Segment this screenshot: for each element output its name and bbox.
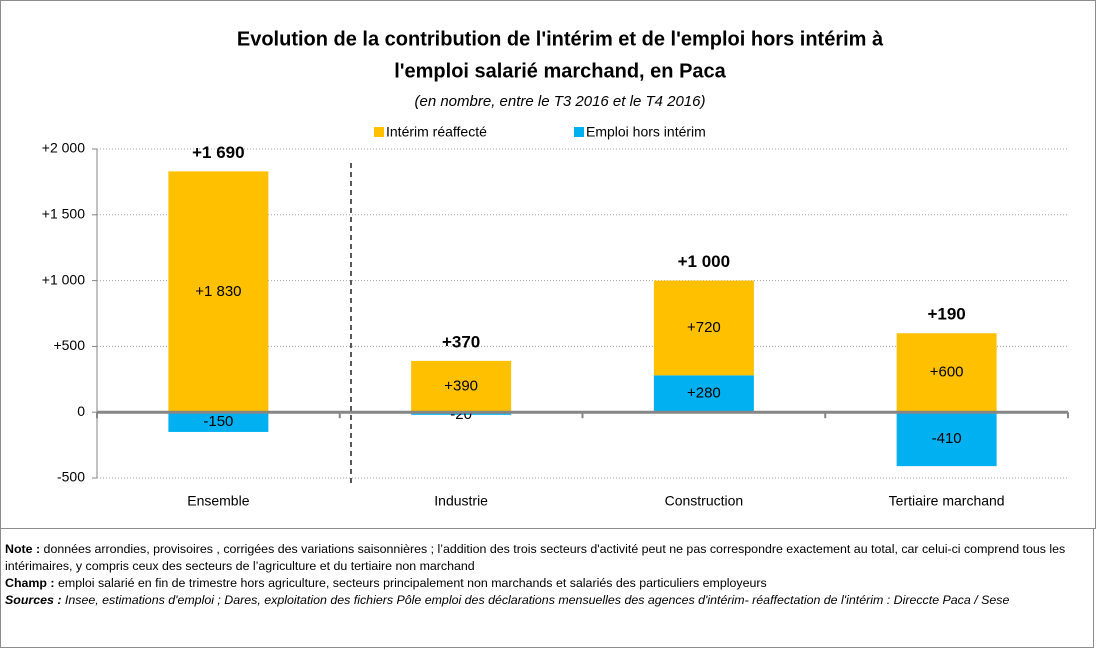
y-tick-label: +500 — [53, 337, 85, 353]
y-tick-label: +2 000 — [42, 140, 85, 156]
value-label: -150 — [203, 413, 233, 430]
value-label: -410 — [932, 430, 962, 447]
total-label: +370 — [442, 332, 480, 351]
note-text: données arrondies, provisoires , corrigé… — [5, 542, 1066, 573]
chart: Evolution de la contribution de l'intéri… — [0, 0, 1096, 529]
bar-segment — [896, 333, 997, 413]
y-tick-label: +1 500 — [42, 206, 85, 222]
y-tick-label: -500 — [57, 469, 85, 485]
note: Note : données arrondies, provisoires , … — [5, 541, 1089, 575]
value-label: +720 — [687, 319, 721, 336]
bar-segment — [896, 412, 997, 467]
note: Sources : Insee, estimations d'emploi ; … — [5, 592, 1089, 609]
chart-title: l'emploi salarié marchand, en Paca — [394, 60, 726, 82]
note: Champ : emploi salarié en fin de trimest… — [5, 575, 1089, 592]
bar-segment — [411, 360, 512, 413]
x-tick-label: Tertiaire marchand — [889, 493, 1005, 509]
total-label: +1 000 — [678, 252, 730, 271]
value-label: +600 — [930, 364, 964, 381]
bar-segment — [168, 412, 269, 432]
x-tick-label: Construction — [665, 493, 744, 509]
value-label: +390 — [444, 378, 478, 395]
note-label: Note : — [5, 542, 41, 556]
note-text: Insee, estimations d'emploi ; Dares, exp… — [61, 593, 1010, 607]
x-tick-label: Industrie — [434, 493, 488, 509]
value-label: +1 830 — [195, 283, 241, 300]
chart-subtitle: (en nombre, entre le T3 2016 et le T4 20… — [414, 93, 705, 110]
total-label: +1 690 — [192, 143, 244, 162]
note-label: Champ : — [5, 576, 55, 590]
x-tick-label: Ensemble — [187, 493, 249, 509]
bar-segment — [653, 375, 754, 413]
bar-segment — [168, 171, 269, 413]
bar-segment — [653, 280, 754, 376]
legend-swatch — [374, 127, 384, 137]
legend-label: Emploi hors intérim — [586, 124, 706, 140]
total-label: +190 — [927, 305, 965, 324]
note-label: Sources : — [5, 593, 62, 607]
chart-title: Evolution de la contribution de l'intéri… — [237, 28, 884, 50]
note-text: emploi salarié en fin de trimestre hors … — [54, 576, 767, 590]
legend-swatch — [574, 127, 584, 137]
y-tick-label: 0 — [77, 403, 85, 419]
y-tick-label: +1 000 — [42, 271, 85, 287]
value-label: +280 — [687, 385, 721, 402]
notes: Note : données arrondies, provisoires , … — [0, 528, 1094, 648]
legend-label: Intérim réaffecté — [386, 124, 487, 140]
